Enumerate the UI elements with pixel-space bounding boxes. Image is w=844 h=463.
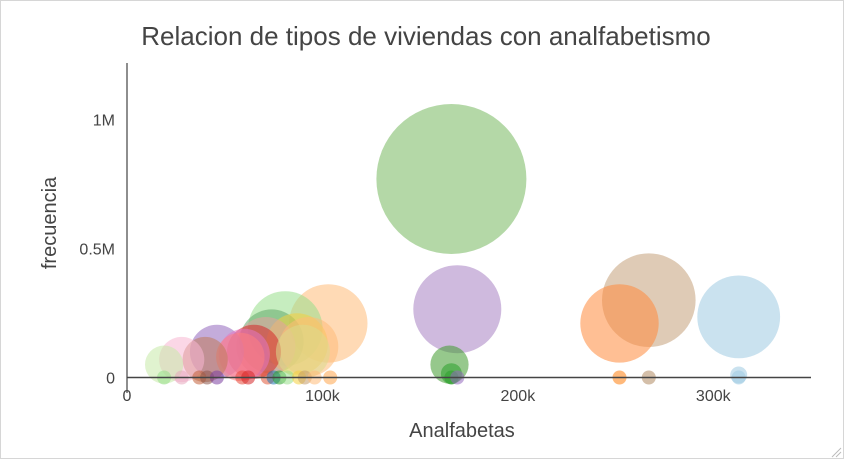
data-bubble[interactable] — [376, 104, 527, 254]
resize-grip-icon — [831, 447, 842, 458]
axes-layer: 0 100k 200k 300k 0 0.5M 1M — [79, 63, 811, 405]
data-bubble[interactable] — [413, 265, 502, 354]
data-bubble[interactable] — [145, 345, 184, 384]
y-tick-label: 0 — [106, 371, 115, 388]
x-tick-label: 100k — [305, 388, 341, 405]
x-tick-label: 300k — [696, 388, 732, 405]
resize-handle[interactable] — [830, 445, 842, 458]
data-bubble[interactable] — [275, 324, 330, 379]
bubble-layer — [145, 104, 781, 385]
x-tick-label: 200k — [501, 388, 537, 405]
data-bubble[interactable] — [216, 332, 265, 382]
x-axis-label: Analfabetas — [409, 420, 515, 442]
data-bubble[interactable] — [697, 275, 781, 359]
data-bubble[interactable] — [580, 284, 659, 363]
y-tick-label: 1M — [93, 113, 115, 130]
y-tick-label: 0.5M — [79, 242, 115, 259]
y-axis-label: frecuencia — [39, 176, 61, 269]
chart-title: Relacion de tipos de viviendas con analf… — [141, 21, 710, 51]
x-tick-label: 0 — [123, 388, 132, 405]
